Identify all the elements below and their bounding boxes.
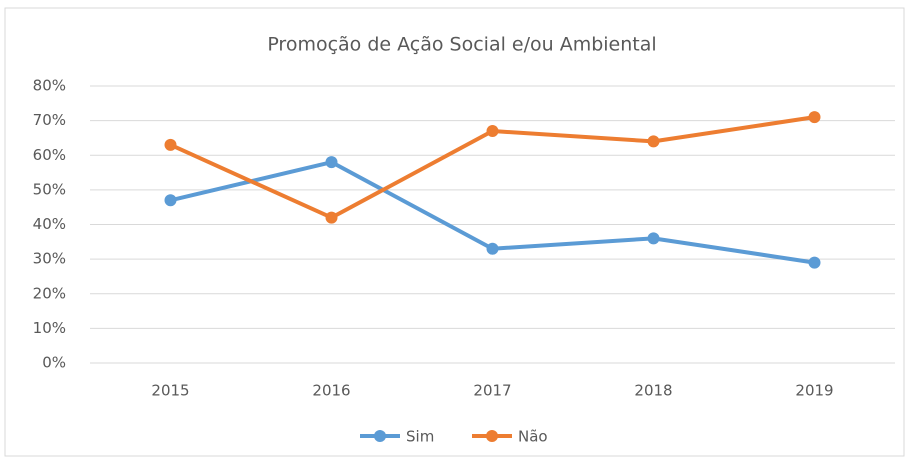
data-point [164, 138, 177, 151]
legend-marker [374, 430, 386, 442]
x-tick-label: 2019 [795, 382, 833, 400]
legend-marker [486, 430, 498, 442]
x-tick-label: 2015 [151, 382, 189, 400]
y-tick-label: 20% [33, 284, 66, 302]
legend-label: Sim [406, 428, 434, 446]
data-point [486, 242, 499, 255]
chart-title: Promoção de Ação Social e/ou Ambiental [267, 34, 656, 56]
data-point [808, 256, 821, 269]
y-tick-label: 10% [33, 319, 66, 337]
y-tick-label: 50% [33, 180, 66, 198]
data-point [325, 211, 338, 224]
x-tick-label: 2016 [312, 382, 350, 400]
data-point [808, 111, 821, 124]
legend-label: Não [518, 428, 548, 446]
x-tick-label: 2018 [634, 382, 672, 400]
data-point [325, 156, 338, 169]
y-tick-label: 30% [33, 250, 66, 268]
y-tick-label: 0% [42, 354, 66, 372]
x-tick-label: 2017 [473, 382, 511, 400]
y-tick-label: 60% [33, 146, 66, 164]
y-tick-label: 70% [33, 111, 66, 129]
data-point [647, 232, 660, 245]
y-tick-label: 40% [33, 215, 66, 233]
chart-frame [4, 7, 905, 457]
data-point [164, 194, 177, 207]
y-tick-label: 80% [33, 77, 66, 95]
data-point [486, 125, 499, 138]
data-point [647, 135, 660, 148]
